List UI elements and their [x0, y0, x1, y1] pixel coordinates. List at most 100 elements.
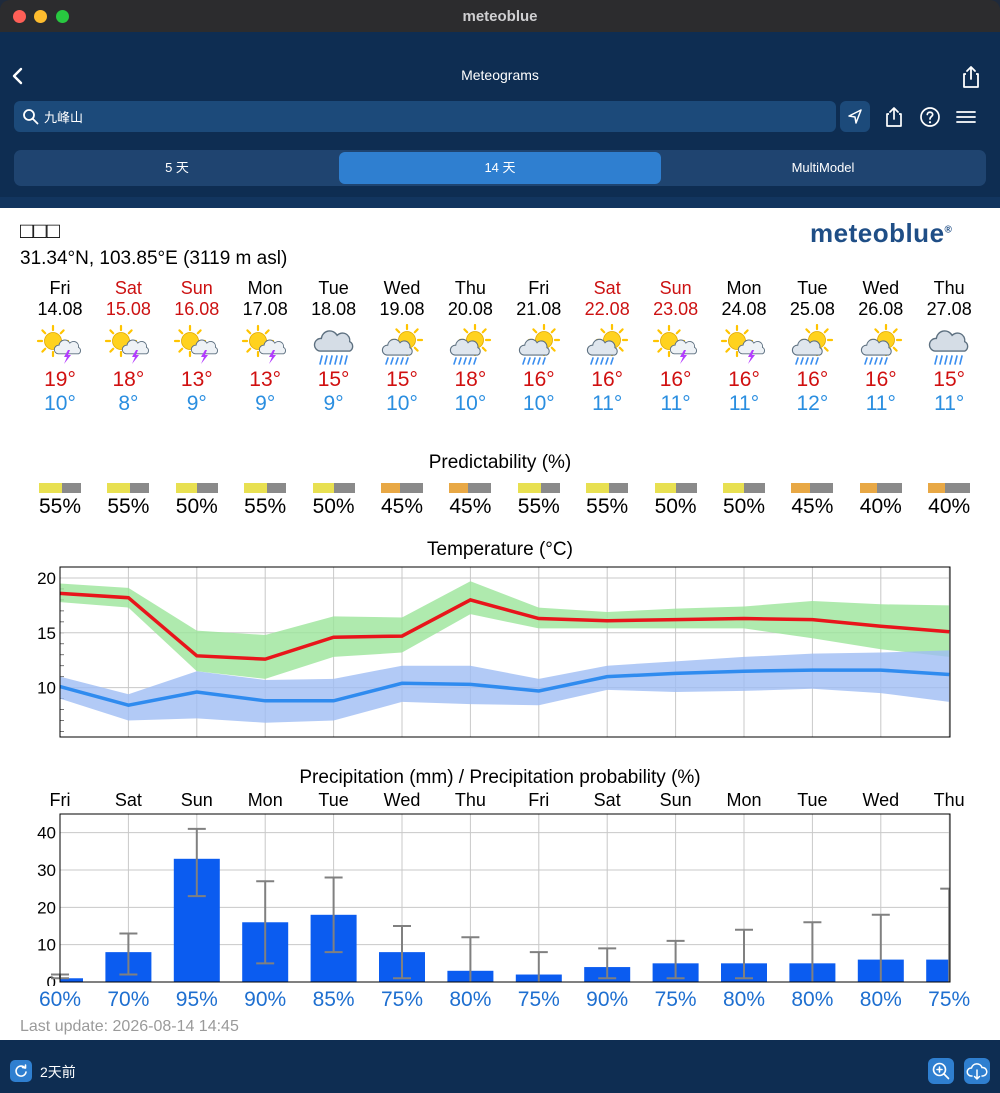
location-arrow-icon: [848, 109, 862, 124]
search-box[interactable]: [14, 101, 836, 132]
sun-cloud-rain-icon: [587, 324, 629, 365]
day-name: Sun: [180, 278, 213, 298]
minimize-window-button[interactable]: [34, 10, 47, 23]
y-tick-label: 20: [37, 898, 56, 917]
day-date: 24.08: [721, 299, 767, 319]
x-tick-label: Thu: [455, 790, 486, 810]
predictability-bar: [859, 483, 902, 493]
precipitation-chart-title: Precipitation (mm) / Precipitation proba…: [299, 767, 701, 788]
close-window-button[interactable]: [13, 10, 26, 23]
range-tab-bar: 5 天 14 天 MultiModel: [14, 150, 986, 186]
sun-cloud-rain-icon: [860, 324, 902, 365]
day-name: Wed: [862, 278, 900, 298]
refresh-button[interactable]: [10, 1060, 32, 1082]
x-tick-label: Fri: [528, 790, 549, 810]
x-tick-label: Mon: [726, 790, 761, 810]
x-tick-label: Sat: [115, 790, 142, 810]
day-column: Sun 23.08 16° 11°: [642, 278, 710, 416]
predictability-bar: [517, 483, 560, 493]
share-icon: [963, 66, 979, 88]
sun-cloud-rain-icon: [381, 324, 424, 365]
predictability-bar: [586, 483, 629, 493]
day-date: 21.08: [516, 299, 562, 319]
day-column: Mon 24.08 16° 11°: [710, 278, 778, 416]
day-date: 15.08: [105, 299, 151, 319]
day-date: 23.08: [653, 299, 699, 319]
min-temperature: 10°: [522, 392, 555, 415]
share-button[interactable]: [958, 64, 984, 90]
day-name: Tue: [797, 278, 828, 298]
help-button[interactable]: [918, 105, 942, 129]
menu-button[interactable]: [954, 105, 978, 129]
day-name: Thu: [454, 278, 486, 298]
precipitation-probability: 60%: [38, 988, 82, 1011]
precipitation-bar: [926, 959, 950, 982]
search-icon: [23, 109, 39, 125]
day-name: Fri: [528, 278, 550, 298]
tab-multimodel[interactable]: MultiModel: [791, 160, 855, 175]
current-location-button[interactable]: [840, 101, 870, 132]
plot-frame: [59, 566, 951, 738]
day-column: Sun 16.08 13° 9°: [163, 278, 231, 416]
predictability-item: 50%: [710, 483, 778, 519]
day-date: 25.08: [789, 299, 835, 319]
day-column: Sat 22.08 16° 11°: [573, 278, 641, 416]
download-button[interactable]: [964, 1058, 990, 1084]
back-button[interactable]: [8, 64, 28, 88]
min-temperature: 11°: [865, 392, 896, 415]
predictability-item: 45%: [436, 483, 504, 519]
y-tick-label: 0: [47, 973, 56, 986]
precipitation-probability: 75%: [928, 988, 971, 1011]
day-name: Fri: [49, 278, 71, 298]
help-icon: [920, 107, 940, 127]
max-temperature: 19°: [44, 368, 76, 391]
series-line: [59, 591, 950, 661]
tab-14-days[interactable]: 14 天: [339, 152, 661, 184]
tab-5-days[interactable]: 5 天: [165, 160, 189, 175]
max-temperature: 13°: [180, 368, 213, 391]
predictability-value: 45%: [449, 495, 492, 518]
sun-cloud-thunder-icon: [652, 324, 697, 364]
zoom-button[interactable]: [928, 1058, 954, 1084]
day-column: Wed 19.08 15° 10°: [368, 278, 436, 416]
day-name: Wed: [383, 278, 421, 298]
predictability-value: 55%: [586, 495, 629, 518]
predictability-item: 55%: [94, 483, 162, 519]
predictability-value: 55%: [38, 495, 82, 518]
zoom-window-button[interactable]: [56, 10, 69, 23]
header-divider: [0, 197, 1000, 208]
plot-frame: [59, 813, 951, 983]
day-name: Thu: [933, 278, 965, 298]
chevron-left-icon: [12, 67, 23, 85]
predictability-bar: [39, 483, 81, 493]
predictability-item: 50%: [642, 483, 710, 519]
predictability-value: 45%: [791, 495, 834, 518]
day-column: Thu 27.08 15° 11°: [915, 278, 983, 416]
location-coordinates: 31.34°N, 103.85°E (3119 m asl): [20, 248, 288, 269]
predictability-value: 40%: [859, 495, 902, 518]
meteogram-panel: □□□ 31.34°N, 103.85°E (3119 m asl) meteo…: [0, 208, 1000, 1040]
max-temperature: 16°: [591, 368, 624, 391]
min-temperature: 8°: [118, 392, 139, 415]
precipitation-probability: 90%: [586, 988, 629, 1011]
predictability-item: 45%: [368, 483, 436, 519]
share-location-button[interactable]: [882, 105, 906, 129]
y-tick-label: 10: [37, 936, 56, 955]
predictability-item: 55%: [231, 483, 299, 519]
precipitation-probability: 75%: [380, 988, 424, 1011]
day-name: Sat: [593, 278, 621, 298]
predictability-item: 40%: [847, 483, 915, 519]
sun-cloud-thunder-icon: [720, 324, 765, 364]
day-date: 20.08: [447, 299, 493, 319]
min-temperature: 10°: [386, 392, 418, 415]
day-column: Tue 18.08 15° 9°: [300, 278, 368, 416]
y-tick-label: 15: [37, 624, 56, 643]
search-input[interactable]: [44, 101, 824, 132]
window-titlebar: meteoblue: [0, 0, 1000, 32]
precipitation-chart: Fri Sat Sun Mon Tue Wed Thu Fri Sat Sun Mon Tue Wed T…: [37, 790, 965, 986]
predictability-bar: [449, 483, 492, 493]
precipitation-bar: [60, 978, 83, 982]
hamburger-menu-icon: [956, 111, 976, 123]
day-date: 27.08: [926, 299, 972, 319]
day-column: Fri 14.08 19° 10°: [26, 278, 94, 416]
